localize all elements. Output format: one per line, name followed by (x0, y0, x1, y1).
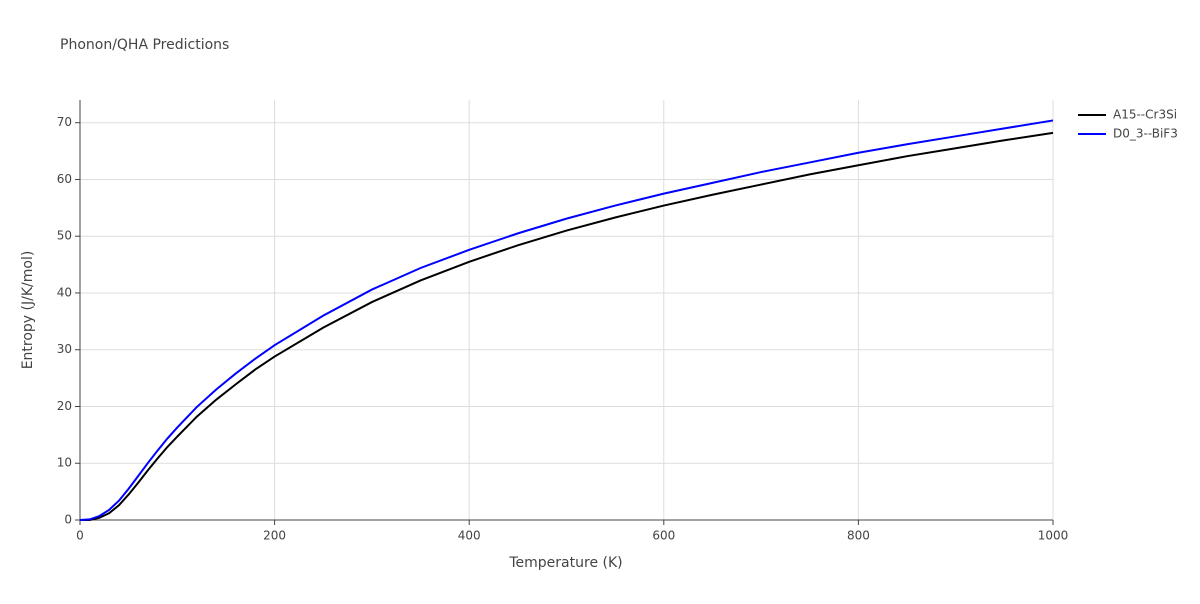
y-tick-label: 30 (57, 342, 72, 356)
y-tick-label: 50 (57, 229, 72, 243)
y-tick-label: 20 (57, 399, 72, 413)
x-tick-label: 0 (76, 529, 84, 543)
x-tick-label: 1000 (1038, 529, 1069, 543)
y-tick-label: 0 (64, 513, 72, 527)
x-tick-label: 200 (263, 529, 286, 543)
x-tick-label: 800 (847, 529, 870, 543)
chart-title: Phonon/QHA Predictions (60, 37, 229, 53)
y-tick-label: 60 (57, 172, 72, 186)
y-tick-label: 10 (57, 456, 72, 470)
y-axis-label: Entropy (J/K/mol) (20, 251, 36, 370)
x-axis-label: Temperature (K) (508, 555, 622, 571)
x-tick-label: 400 (458, 529, 481, 543)
y-tick-label: 70 (57, 115, 72, 129)
y-tick-label: 40 (57, 285, 72, 299)
legend-label: A15--Cr3Si (1113, 108, 1177, 122)
legend-label: D0_3--BiF3 (1113, 127, 1178, 141)
data-line (79, 119, 1054, 521)
x-tick-label: 600 (652, 529, 675, 543)
data-line (80, 131, 1054, 521)
